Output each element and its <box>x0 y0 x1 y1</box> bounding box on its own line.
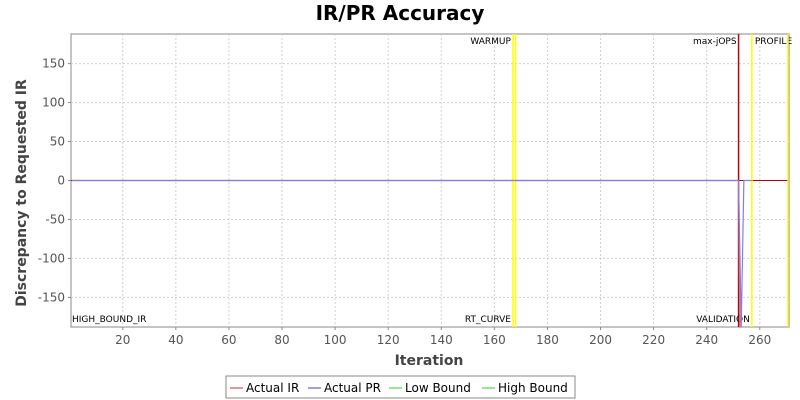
y-tick-label: -100 <box>38 251 65 265</box>
x-tick-label: 180 <box>536 333 559 347</box>
legend-label: Actual IR <box>246 381 299 395</box>
x-tick-label: 140 <box>430 333 453 347</box>
legend-label: High Bound <box>498 381 568 395</box>
x-tick-label: 160 <box>483 333 506 347</box>
legend-label: Actual PR <box>324 381 381 395</box>
x-tick-label: 220 <box>642 333 665 347</box>
x-tick-label: 40 <box>168 333 183 347</box>
series-line-1 <box>72 179 752 328</box>
chart-title: IR/PR Accuracy <box>316 1 485 25</box>
y-tick-label: 0 <box>57 174 65 188</box>
y-tick-label: 50 <box>50 135 65 149</box>
x-tick-label: 240 <box>695 333 718 347</box>
x-tick-label: 200 <box>589 333 612 347</box>
y-axis-label: Discrepancy to Requested IR <box>14 79 30 307</box>
marker-label-bottom: RT_CURVE <box>465 315 511 325</box>
grid <box>71 34 789 327</box>
x-tick-label: 20 <box>115 333 130 347</box>
y-axis-ticks: 150 100 50 0 -50 -100 -150 <box>38 57 71 304</box>
x-axis-label: Iteration <box>395 353 464 369</box>
x-tick-label: 60 <box>221 333 236 347</box>
corner-label: HIGH_BOUND_IR <box>72 315 146 325</box>
marker-label-top: max-jOPS <box>693 37 737 47</box>
marker-label-top: WARMUP <box>470 37 511 47</box>
x-tick-label: 120 <box>377 333 400 347</box>
y-tick-label: 100 <box>42 96 65 110</box>
x-tick-label: 100 <box>324 333 347 347</box>
y-tick-label: 150 <box>42 57 65 71</box>
marker-label-top: PROFILE <box>755 37 793 47</box>
x-tick-label: 80 <box>274 333 289 347</box>
legend-box <box>225 375 576 399</box>
y-tick-label: -150 <box>38 290 65 304</box>
x-tick-label: 260 <box>748 333 771 347</box>
marker-label-bottom: VALIDATION <box>696 315 750 325</box>
series-lines <box>72 179 752 328</box>
y-tick-label: -50 <box>45 212 65 226</box>
legend-label: Low Bound <box>405 381 471 395</box>
legend: Actual IR Actual PR Low Bound High Bound <box>225 375 576 399</box>
x-axis-ticks: 20 40 60 80 100 120 140 160 180 200 220 240 260 <box>115 327 771 347</box>
